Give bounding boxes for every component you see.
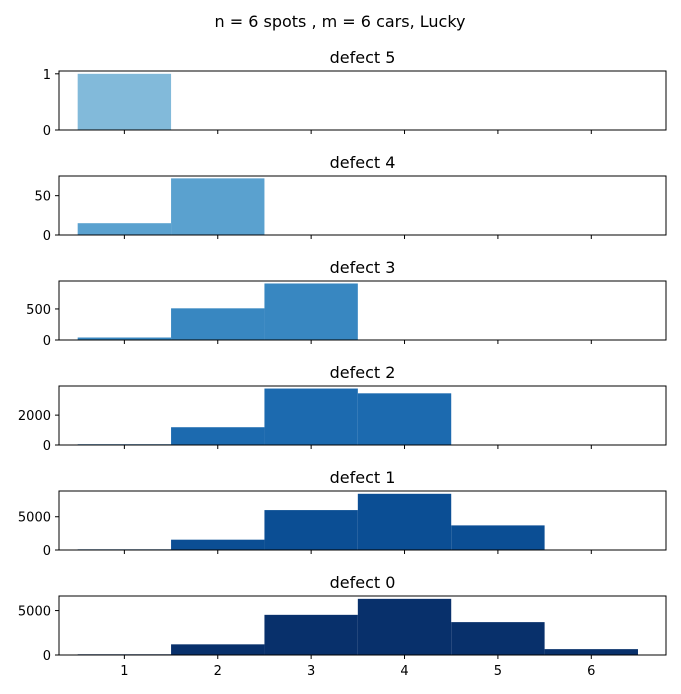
axes-frame [58,280,667,341]
y-tick-label: 0 [43,124,51,139]
subplot-title: defect 5 [330,48,396,67]
bar-3 [264,614,358,655]
y-tick-label: 1 [43,68,51,83]
axes-frame [58,490,667,551]
subplot-defect-4: defect 4 0 50 [34,153,667,244]
x-tick-label: 5 [494,664,502,679]
axes-frame [58,70,667,131]
bar-1 [77,73,172,130]
subplot-defect-5: defect 5 0 1 [43,48,667,139]
y-tick-label: 0 [43,439,51,454]
subplot-defect-2: defect 2 0 2000 [18,363,667,454]
bar-1 [77,223,172,235]
bar-3 [264,388,358,445]
subplot-defect-1: defect 1 0 5000 [18,468,667,559]
bar-2 [171,178,265,235]
y-tick-label: 0 [43,334,51,349]
axes-frame [58,595,667,656]
bar-5 [451,525,545,550]
bar-4 [357,493,452,550]
x-tick-label: 2 [214,664,222,679]
bar-3 [264,283,358,340]
bar-5 [451,622,545,655]
y-tick-label: 0 [43,649,51,664]
figure-title: n = 6 spots , m = 6 cars, Lucky [215,12,466,31]
axes-frame [58,175,667,236]
x-tick-label: 3 [307,664,315,679]
bar-4 [357,598,452,655]
subplot-title: defect 2 [330,363,396,382]
bar-2 [171,308,265,340]
subplot-defect-0: defect 0 0 5000 1 2 3 4 5 6 [18,573,667,679]
x-tick-label: 6 [587,664,595,679]
bar-1 [77,337,172,340]
subplot-defect-3: defect 3 0 500 [26,258,667,349]
y-tick-label: 50 [34,190,51,205]
y-tick-label: 0 [43,229,51,244]
subplot-title: defect 1 [330,468,396,487]
subplot-title: defect 0 [330,573,396,592]
bar-2 [171,644,265,655]
y-tick-label: 5000 [18,511,51,526]
bar-2 [171,427,265,445]
y-tick-label: 0 [43,544,51,559]
y-tick-label: 2000 [18,409,51,424]
y-tick-label: 5000 [18,605,51,620]
y-tick-label: 500 [26,303,51,318]
x-tick-label: 1 [120,664,128,679]
subplot-title: defect 3 [330,258,396,277]
bar-2 [171,539,265,550]
bar-4 [357,393,452,445]
bar-6 [544,649,638,655]
subplot-title: defect 4 [330,153,396,172]
x-tick-label: 4 [400,664,408,679]
bar-3 [264,510,358,550]
